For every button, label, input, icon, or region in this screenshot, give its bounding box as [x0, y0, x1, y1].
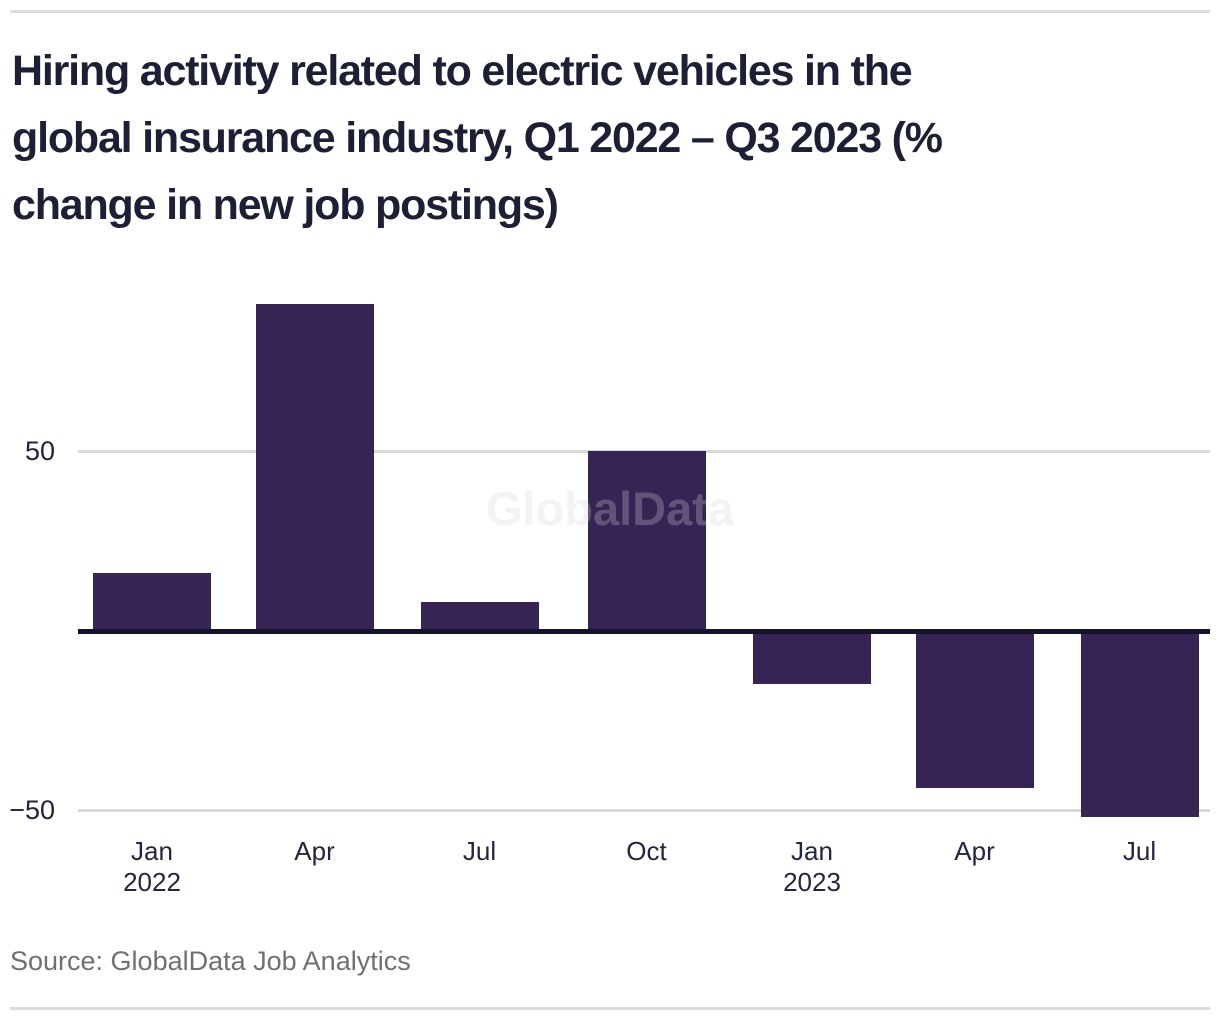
- chart-title-line-3: change in new job postings): [12, 181, 559, 229]
- x-axis-label-year: 2023: [783, 867, 841, 897]
- x-axis-label-month: Apr: [294, 836, 335, 866]
- y-axis-label--50: −50: [9, 795, 55, 825]
- x-axis-label-jul-2023: Jul: [1070, 836, 1210, 867]
- source-caption: Source: GlobalData Job Analytics: [10, 946, 411, 976]
- x-axis-label-month: Jul: [1122, 836, 1157, 866]
- bar-apr-2022: [255, 303, 374, 631]
- x-axis-label-month: Apr: [954, 836, 995, 866]
- x-axis-label-month: Oct: [626, 836, 667, 866]
- bar-apr-2023: [915, 630, 1034, 789]
- gridline--50: [78, 808, 1210, 812]
- x-axis-label-year: 2022: [123, 867, 181, 897]
- bar-oct-2022: [587, 451, 706, 631]
- globaldata-watermark-overlay: GlobalData: [485, 482, 735, 535]
- x-axis-label-jul-2022: Jul: [410, 836, 550, 867]
- x-axis-label-apr-2022: Apr: [245, 836, 385, 867]
- top-divider: [10, 10, 1210, 13]
- bar-jan-2022: [93, 573, 211, 631]
- x-axis-label-oct-2022: Oct: [577, 836, 717, 867]
- chart-title-line-1: Hiring activity related to electric vehi…: [12, 47, 913, 95]
- x-axis-label-month: Jul: [462, 836, 497, 866]
- x-axis-label-month: Jan: [131, 836, 173, 866]
- y-axis-label-50: 50: [24, 436, 55, 466]
- x-axis-zero-line: [78, 629, 1210, 634]
- bar-jul-2022: [420, 601, 539, 631]
- x-axis-label-jan-2023: Jan 2023: [742, 836, 882, 898]
- bottom-divider: [10, 1007, 1210, 1010]
- chart-title: Hiring activity related to electric vehi…: [12, 38, 1202, 239]
- bar-jan-2023: [753, 630, 871, 685]
- bar-jul-2023: [1080, 630, 1199, 818]
- x-axis-label-jan-2022: Jan 2022: [82, 836, 222, 898]
- chart-title-line-2: global insurance industry, Q1 2022 – Q3 …: [12, 114, 943, 162]
- x-axis-label-month: Jan: [791, 836, 833, 866]
- x-axis-label-apr-2023: Apr: [905, 836, 1045, 867]
